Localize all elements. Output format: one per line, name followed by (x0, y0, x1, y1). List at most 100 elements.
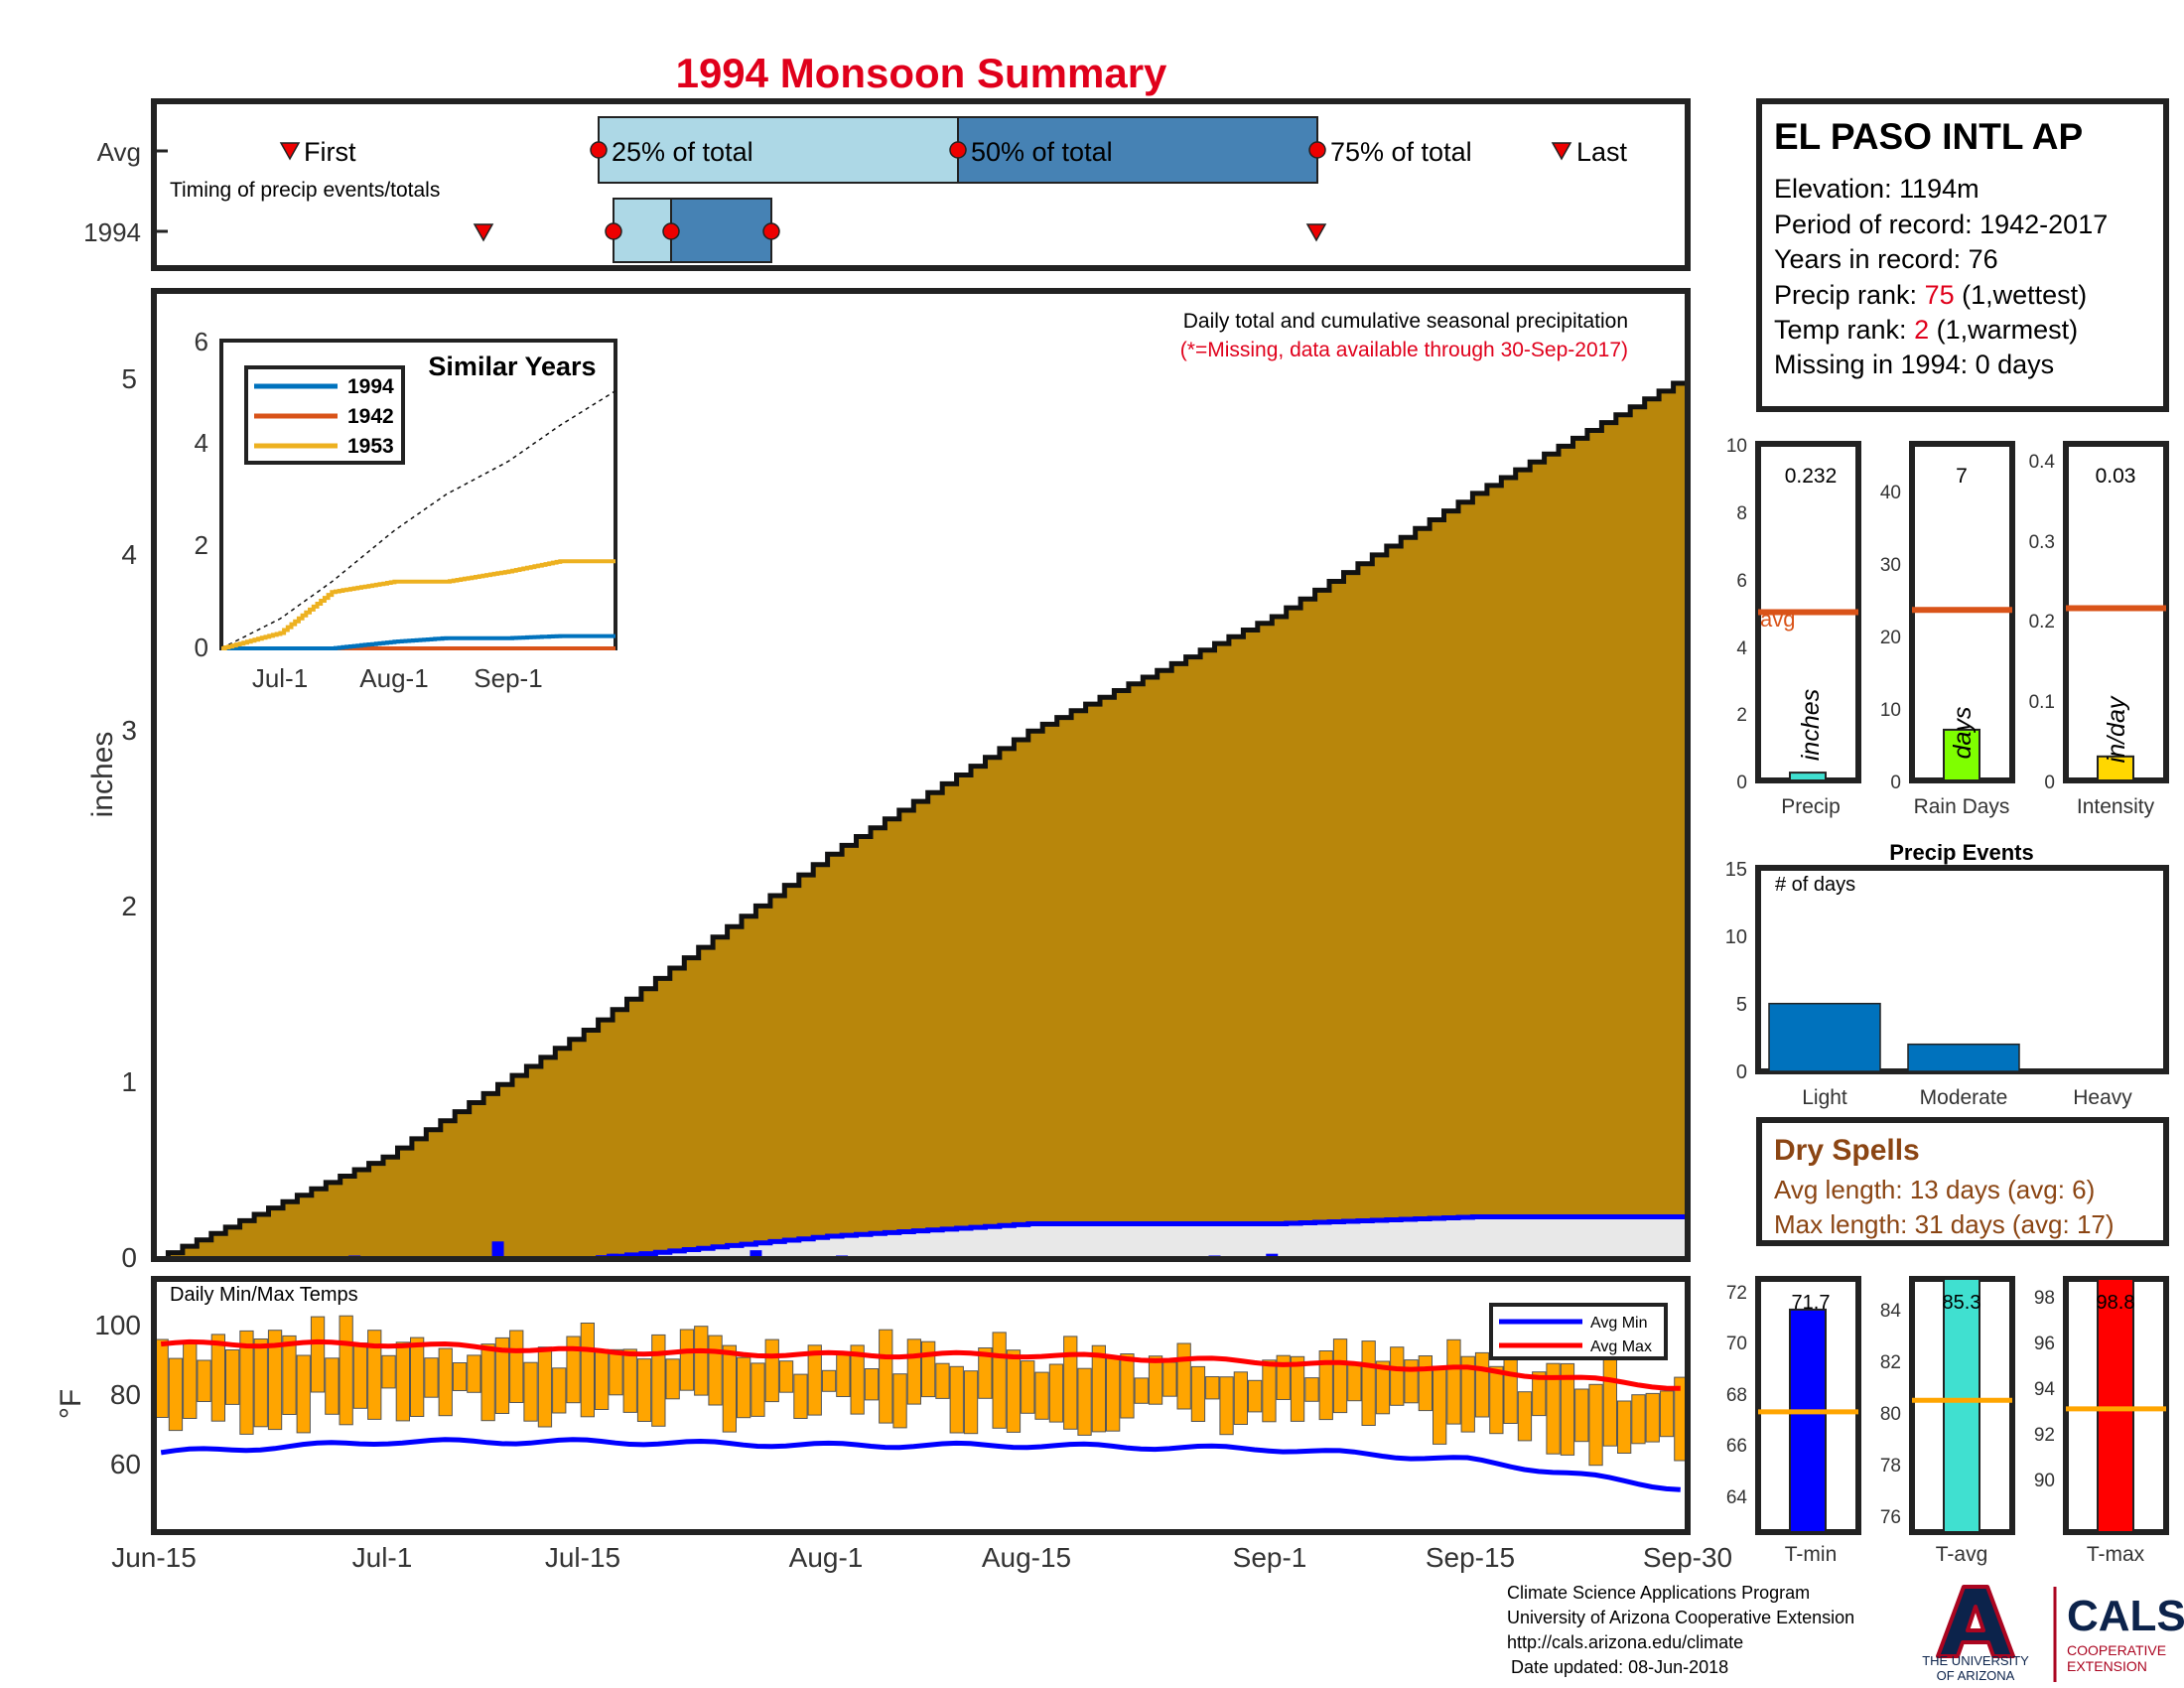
daily-temp-bar (282, 1335, 297, 1416)
tavg-tick-78: 78 (1880, 1456, 1901, 1477)
tmin-label: T-min (1785, 1543, 1838, 1566)
first-label: First (304, 137, 356, 167)
tmax-value: 98.8 (2097, 1292, 2135, 1314)
intensity-tick-01: 0.1 (2029, 692, 2055, 713)
daily-temp-bar (1532, 1371, 1547, 1417)
x-tick-sep1: Sep-1 (1233, 1542, 1307, 1573)
main-x-axis: Jun-15 Jul-1 Jul-15 Aug-1 Aug-15 Sep-1 S… (111, 1542, 1732, 1573)
daily-temp-bar (1021, 1360, 1035, 1414)
y-tick-4: 4 (121, 539, 137, 570)
events-title: Precip Events (1889, 840, 2034, 865)
daily-temp-bar (438, 1347, 453, 1417)
tavg-tick-76: 76 (1880, 1507, 1901, 1528)
daily-temp-bar (467, 1354, 481, 1393)
daily-temp-bar (1219, 1376, 1234, 1436)
precip-tick-8: 8 (1736, 503, 1747, 524)
daily-temp-bar (1347, 1361, 1362, 1402)
avg-p50-p75-box (957, 116, 1318, 184)
daily-temp-bar (395, 1341, 411, 1422)
year-p25-p50-box (613, 198, 672, 263)
precip-tick-0: 0 (1736, 773, 1747, 793)
precip-tick-6: 6 (1736, 571, 1747, 592)
daily-temp-bar (708, 1335, 723, 1406)
tavg-bar (1943, 1278, 1980, 1533)
daily-temp-bar (609, 1348, 623, 1396)
daily-temp-bar (509, 1330, 524, 1403)
daily-temp-bar (352, 1342, 368, 1409)
intensity-tick-02: 0.2 (2029, 612, 2055, 633)
daily-temp-bar (566, 1336, 581, 1404)
tmax-tick-92: 92 (2034, 1425, 2055, 1446)
events-subtitle: # of days (1775, 874, 1855, 896)
dry-spells-max: Max length: 31 days (avg: 17) (1774, 1209, 2115, 1239)
precip-value: 0.232 (1785, 465, 1838, 488)
daily-temp-bar (963, 1370, 979, 1435)
footer-line3: http://cals.arizona.edu/climate (1507, 1632, 1743, 1652)
x-tick-aug1: Aug-1 (789, 1542, 864, 1573)
avg-p50-marker (949, 141, 967, 159)
daily-temp-bar (480, 1343, 495, 1422)
daily-temp-bar (225, 1349, 240, 1405)
inset-y-tick-6: 6 (195, 327, 208, 356)
daily-temp-bar (1460, 1355, 1475, 1433)
daily-temp-bar (722, 1344, 738, 1433)
daily-precip-bar (491, 1241, 504, 1259)
legend-1942: 1942 (347, 405, 394, 428)
tmin-tick-68: 68 (1726, 1385, 1747, 1406)
daily-temp-bar (1489, 1365, 1504, 1435)
daily-precip-bar (750, 1250, 762, 1259)
daily-temp-bar (168, 1357, 184, 1432)
tmax-tick-98: 98 (2034, 1288, 2055, 1309)
daily-temp-bar (1034, 1371, 1049, 1420)
daily-temp-bar (310, 1316, 326, 1393)
temperature-chart: Daily Min/Max Temps Avg Min Avg Max 60 8… (55, 1276, 1691, 1535)
daily-temp-bar (751, 1362, 765, 1417)
intensity-panel: 0.03 in/day Intensity 0 0.1 0.2 0.3 0.4 (2029, 441, 2169, 818)
station-missing: Missing in 1994: 0 days (1774, 350, 2054, 379)
avg-p75-marker (1308, 141, 1326, 159)
daily-temp-bar (1248, 1379, 1263, 1413)
daily-temp-bar (1304, 1377, 1319, 1402)
daily-temp-bar (1602, 1352, 1617, 1447)
rain-days-label: Rain Days (1914, 795, 2010, 818)
main-annotation-2: (*=Missing, data available through 30-Se… (1180, 339, 1628, 361)
daily-temp-bar (1404, 1359, 1419, 1404)
daily-temp-bar (1077, 1367, 1092, 1436)
daily-temp-bar (1318, 1350, 1333, 1421)
daily-temp-bar (1390, 1346, 1405, 1406)
p50-label: 50% of total (971, 137, 1113, 167)
daily-temp-bar (325, 1357, 340, 1415)
daily-temp-bar (1546, 1362, 1561, 1455)
tmin-tick-72: 72 (1726, 1283, 1747, 1304)
intensity-tick-04: 0.4 (2029, 452, 2056, 473)
daily-temp-bar (1262, 1359, 1277, 1423)
events-label-light: Light (1802, 1086, 1847, 1109)
avg-max-line (160, 1338, 1681, 1391)
y-tick-0: 0 (121, 1242, 137, 1273)
intensity-tick-0: 0 (2044, 773, 2055, 793)
tavg-value: 85.3 (1943, 1292, 1981, 1314)
year-p25-marker (605, 222, 622, 240)
p75-label: 75% of total (1330, 137, 1472, 167)
station-elevation: Elevation: 1194m (1774, 174, 1979, 204)
daily-temp-bar (679, 1329, 695, 1391)
daily-temp-bar (935, 1362, 950, 1399)
precip-panel: 0.232 inches avg Precip 0 2 4 6 8 10 (1726, 436, 1861, 818)
temp-y-label: °F (55, 1389, 87, 1419)
year-p50-p75-box (670, 198, 772, 263)
figure-title: 1994 Monsoon Summary (676, 50, 1167, 96)
avg-label: avg (1760, 607, 1795, 632)
temp-y-tick-60: 60 (110, 1449, 141, 1479)
tavg-panel: 85.3 T-avg 76 78 80 82 84 (1880, 1276, 2015, 1566)
daily-temp-bar (836, 1351, 851, 1397)
daily-temp-bar (1517, 1391, 1533, 1442)
inset-legend: 1994 1942 1953 (244, 365, 405, 465)
daily-temp-bar (1176, 1342, 1191, 1410)
station-years: Years in record: 76 (1774, 244, 1998, 274)
legend-1953: 1953 (347, 435, 394, 458)
main-y-label: inches (86, 732, 119, 818)
precip-tick-4: 4 (1736, 638, 1747, 659)
ua-logo-line2: OF ARIZONA (1937, 1668, 2015, 1683)
daily-temp-bar (921, 1340, 936, 1398)
legend-avg-min: Avg Min (1590, 1315, 1648, 1332)
